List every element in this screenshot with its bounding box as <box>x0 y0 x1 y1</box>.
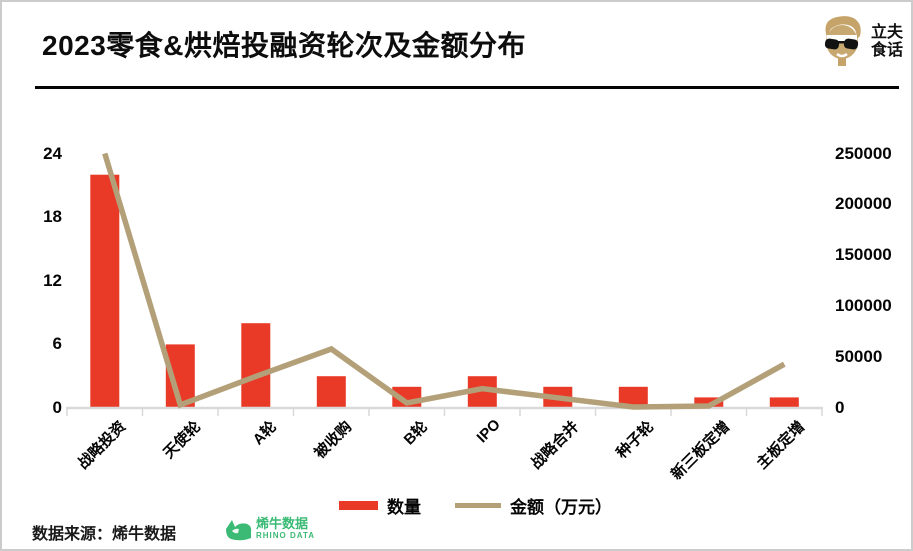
left-axis-tick-label: 24 <box>43 143 62 163</box>
rhino-logo-subtext: RHINO DATA <box>256 531 316 540</box>
bar-主板定增 <box>769 397 799 408</box>
title-divider <box>35 86 899 89</box>
legend-bar-swatch <box>339 500 378 510</box>
brand-logo: 立夫 食话 <box>819 14 903 70</box>
data-source-text: 数据来源：烯牛数据 <box>32 526 177 543</box>
chart-legend: 数量 金额（万元） <box>339 494 612 517</box>
rhino-logo-name: 烯牛数据 <box>256 516 309 531</box>
bar-战略投资 <box>90 174 120 408</box>
rhino-icon <box>226 520 252 541</box>
bar-A轮 <box>241 323 271 408</box>
amount-line <box>102 152 786 410</box>
right-axis-tick-label: 200000 <box>835 194 892 214</box>
brand-name: 立夫 食话 <box>871 24 903 60</box>
bar-新三板定增 <box>694 397 724 408</box>
face-with-sunglasses-icon <box>824 16 861 66</box>
right-axis-tick-label: 250000 <box>835 143 892 163</box>
left-axis-tick-label: 6 <box>52 334 62 354</box>
rhino-data-logo: 烯牛数据 RHINO DATA <box>223 517 315 543</box>
brand-name-line1: 立夫 <box>870 24 903 41</box>
rhino-logo-text: 烯牛数据 RHINO DATA <box>256 516 316 542</box>
brand-name-line2: 食话 <box>870 42 903 59</box>
page-title: 2023零食&烘焙投融资轮次及金额分布 <box>42 30 527 61</box>
right-axis-tick-label: 150000 <box>835 245 892 265</box>
legend-line-label: 金额（万元） <box>510 497 612 517</box>
right-axis-tick-label: 50000 <box>835 347 883 367</box>
right-axis-tick-label: 0 <box>835 398 845 417</box>
left-axis-tick-label: 0 <box>52 398 62 417</box>
legend-line-swatch <box>455 502 501 508</box>
left-axis-tick-label: 18 <box>43 207 62 227</box>
right-axis-tick-label: 100000 <box>835 296 892 316</box>
left-axis-tick-label: 12 <box>43 270 62 290</box>
bar-种子轮 <box>618 386 648 408</box>
legend-bar-label: 数量 <box>387 497 421 517</box>
bar-被收购 <box>316 376 346 408</box>
